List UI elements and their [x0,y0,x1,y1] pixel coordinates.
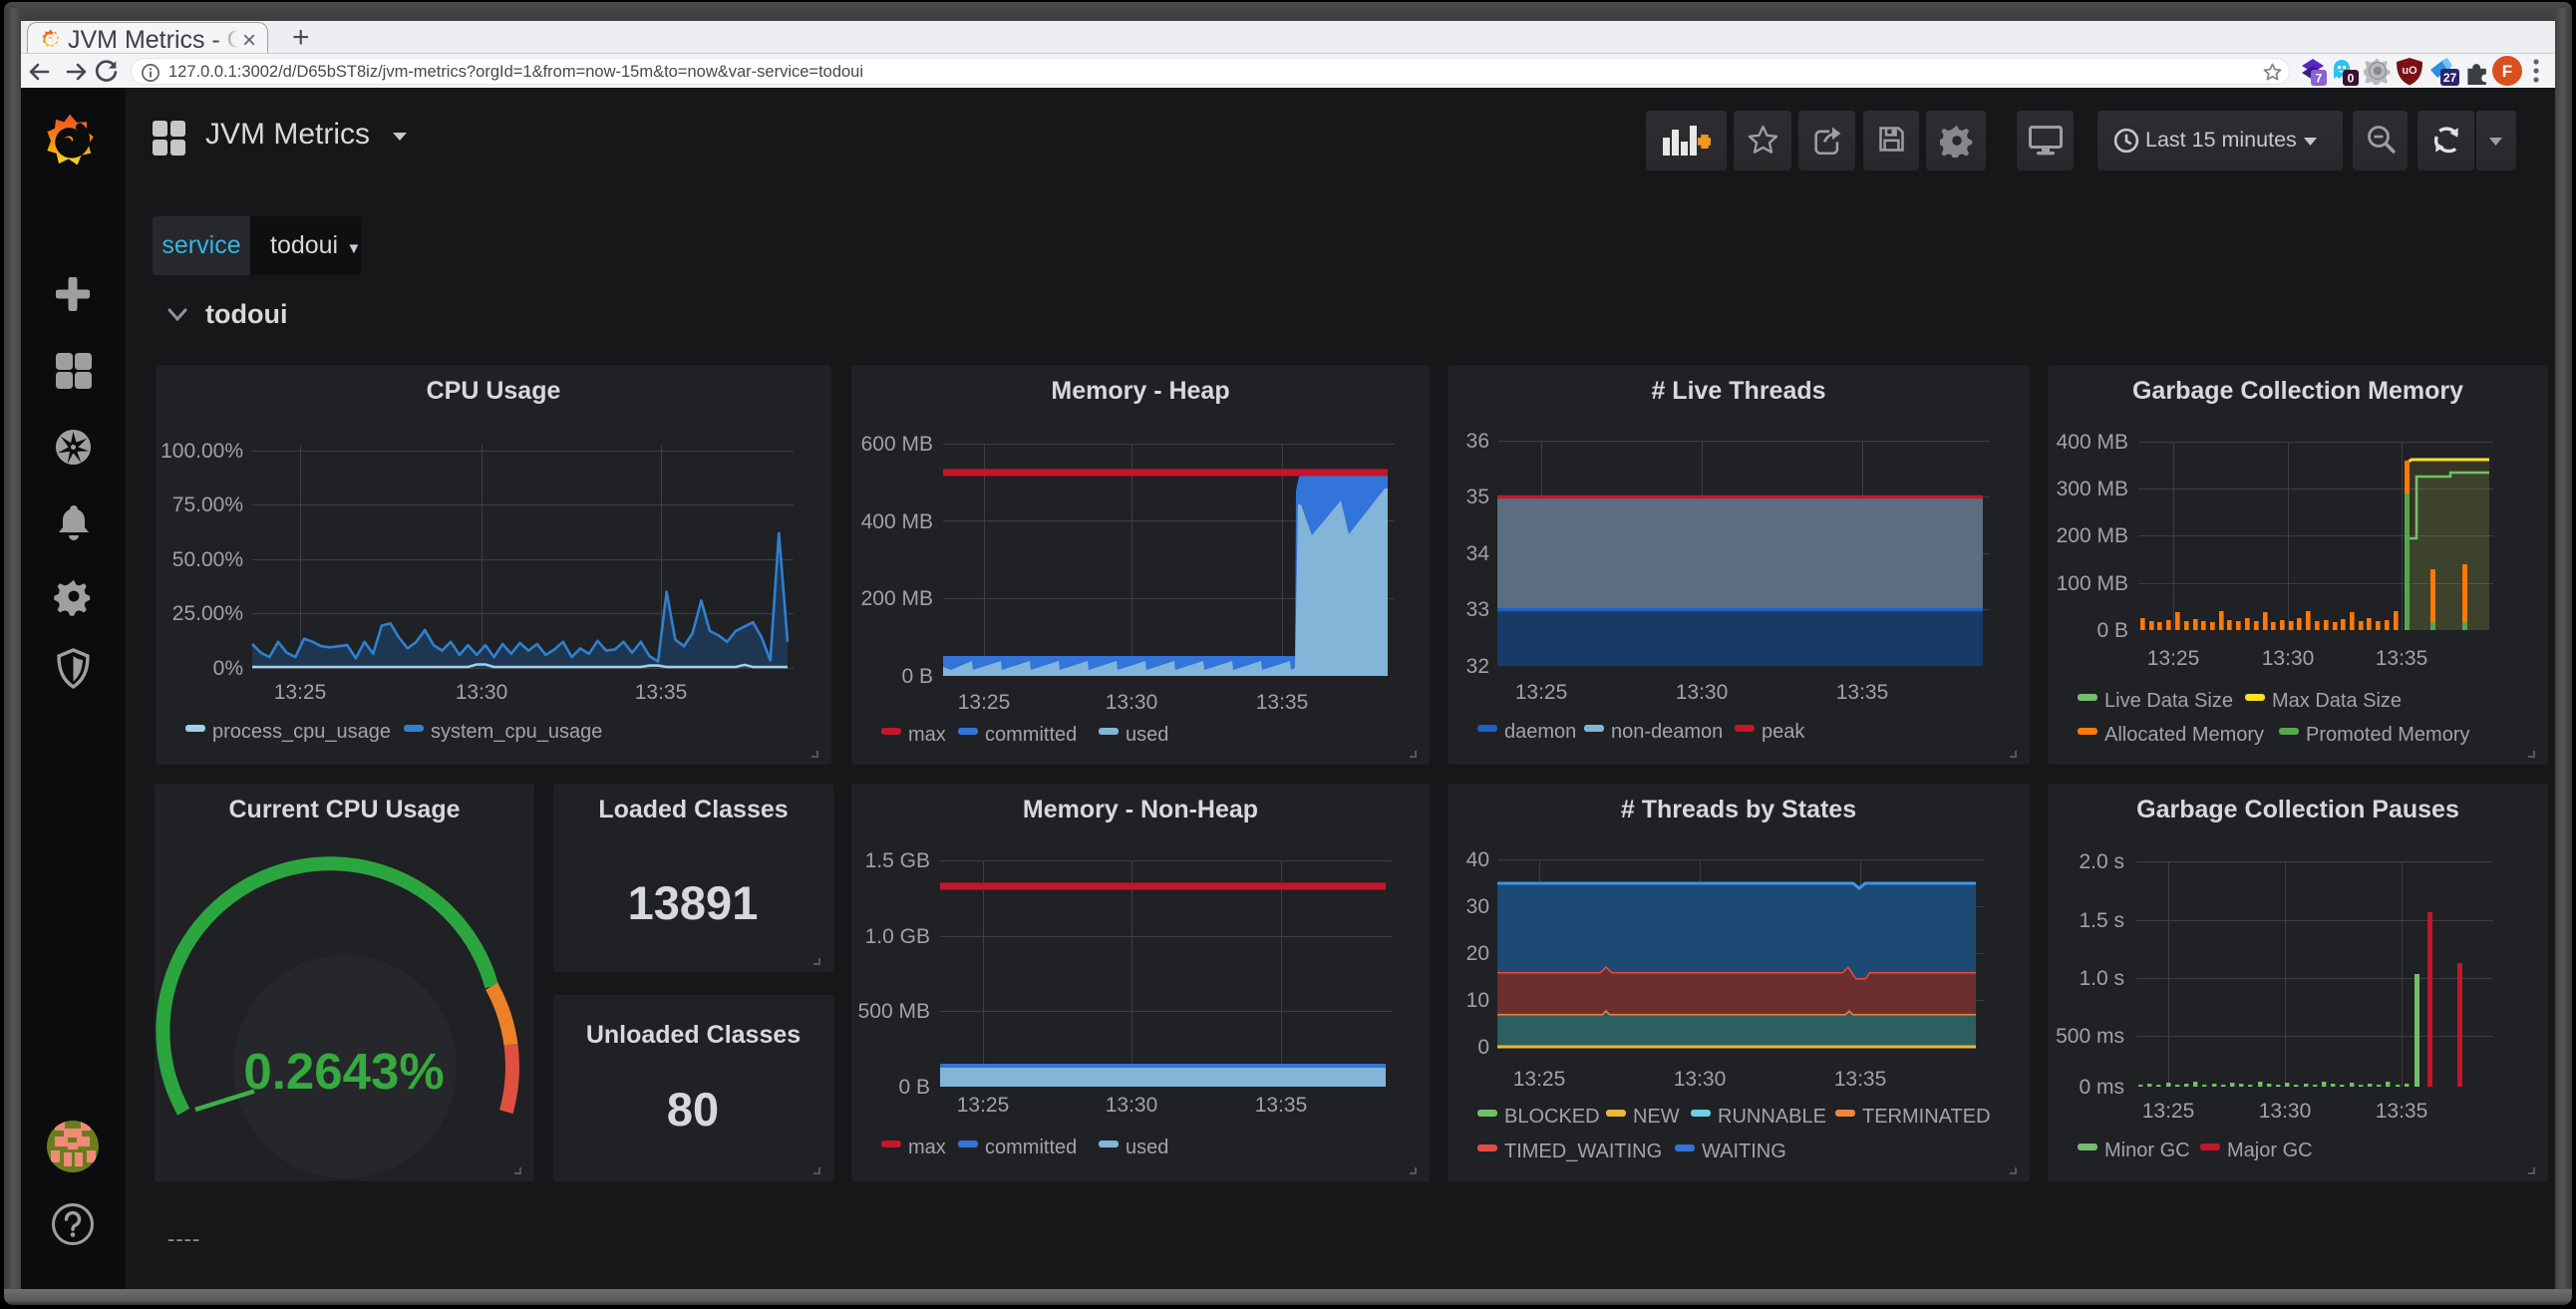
svg-text:40: 40 [1466,848,1489,871]
svg-text:32: 32 [1466,655,1489,678]
svg-text:200 MB: 200 MB [2057,524,2128,547]
svg-text:TIMED_WAITING: TIMED_WAITING [1504,1141,1662,1162]
svg-text:0: 0 [2348,72,2355,86]
svg-text:Promoted Memory: Promoted Memory [2306,724,2470,746]
svg-text:13:25: 13:25 [1513,1068,1566,1091]
svg-text:13:35: 13:35 [1834,1068,1887,1091]
svg-text:0 ms: 0 ms [2079,1076,2124,1099]
svg-text:1.5 s: 1.5 s [2079,909,2124,932]
svg-text:300 MB: 300 MB [2057,478,2128,500]
svg-text:20: 20 [1466,942,1489,965]
svg-text:34: 34 [1466,542,1490,565]
svg-text:13:30: 13:30 [2262,647,2315,670]
svg-text:process_cpu_usage: process_cpu_usage [212,721,391,743]
svg-text:system_cpu_usage: system_cpu_usage [431,721,602,743]
svg-text:600 MB: 600 MB [861,433,933,456]
svg-text:Live Data Size: Live Data Size [2104,690,2233,712]
svg-text:13:30: 13:30 [456,681,508,704]
svg-text:10: 10 [1466,989,1489,1012]
svg-text:13:30: 13:30 [1674,1068,1727,1091]
svg-text:used: used [1126,724,1168,746]
svg-text:75.00%: 75.00% [172,493,243,516]
svg-text:13:35: 13:35 [635,681,688,704]
svg-text:committed: committed [985,724,1077,746]
svg-text:used: used [1126,1137,1168,1158]
svg-text:27: 27 [2443,71,2457,85]
svg-text:7: 7 [2316,72,2323,86]
svg-text:0 B: 0 B [2096,619,2128,642]
svg-text:non-deamon: non-deamon [1611,721,1723,743]
svg-text:BLOCKED: BLOCKED [1504,1106,1600,1128]
svg-text:100 MB: 100 MB [2057,572,2128,595]
svg-text:13:35: 13:35 [1256,691,1309,714]
svg-text:0 B: 0 B [898,1076,930,1099]
svg-text:F: F [2502,62,2512,81]
svg-text:30: 30 [1466,895,1489,918]
svg-text:80: 80 [667,1083,719,1136]
svg-text:max: max [908,724,946,746]
svg-text:uO: uO [2402,65,2417,77]
svg-text:committed: committed [985,1137,1077,1158]
svg-text:1.0 GB: 1.0 GB [865,925,930,948]
svg-text:13:35: 13:35 [1255,1094,1308,1117]
svg-text:33: 33 [1466,598,1489,621]
svg-text:13:35: 13:35 [2376,1100,2428,1123]
svg-text:36: 36 [1466,430,1489,453]
svg-text:13:25: 13:25 [2147,647,2200,670]
svg-text:13:30: 13:30 [1676,681,1729,704]
svg-text:0 B: 0 B [901,665,933,688]
svg-text:0: 0 [1477,1036,1489,1059]
svg-text:peak: peak [1762,721,1805,743]
svg-text:2.0 s: 2.0 s [2079,850,2124,873]
svg-text:TERMINATED: TERMINATED [1862,1106,1991,1128]
svg-text:0.2643%: 0.2643% [243,1043,444,1100]
svg-text:13891: 13891 [628,876,759,929]
svg-text:13:25: 13:25 [957,1094,1010,1117]
svg-text:1.0 s: 1.0 s [2079,967,2124,990]
svg-text:13:25: 13:25 [274,681,327,704]
svg-text:100.00%: 100.00% [161,440,243,463]
svg-text:13:25: 13:25 [1515,681,1568,704]
svg-text:13:25: 13:25 [2142,1100,2195,1123]
svg-text:500 MB: 500 MB [858,1000,930,1023]
svg-text:Allocated Memory: Allocated Memory [2104,724,2264,746]
svg-text:200 MB: 200 MB [861,587,933,610]
svg-text:25.00%: 25.00% [172,602,243,625]
svg-text:13:25: 13:25 [958,691,1011,714]
svg-text:Major GC: Major GC [2227,1140,2313,1161]
svg-text:50.00%: 50.00% [172,548,243,571]
svg-text:0%: 0% [213,657,243,680]
svg-text:RUNNABLE: RUNNABLE [1718,1106,1826,1128]
svg-text:500 ms: 500 ms [2056,1025,2124,1048]
svg-text:13:30: 13:30 [1106,691,1158,714]
svg-text:1.5 GB: 1.5 GB [865,849,930,872]
svg-text:max: max [908,1137,946,1158]
svg-text:WAITING: WAITING [1702,1141,1786,1162]
svg-text:daemon: daemon [1504,721,1576,743]
svg-text:400 MB: 400 MB [2057,431,2128,454]
svg-text:35: 35 [1466,486,1489,508]
svg-text:NEW: NEW [1633,1106,1680,1128]
svg-text:Max Data Size: Max Data Size [2272,690,2402,712]
svg-text:13:30: 13:30 [1106,1094,1158,1117]
svg-text:Minor GC: Minor GC [2104,1140,2190,1161]
svg-text:400 MB: 400 MB [861,510,933,533]
svg-text:13:30: 13:30 [2259,1100,2312,1123]
svg-text:13:35: 13:35 [2376,647,2428,670]
svg-text:13:35: 13:35 [1836,681,1889,704]
